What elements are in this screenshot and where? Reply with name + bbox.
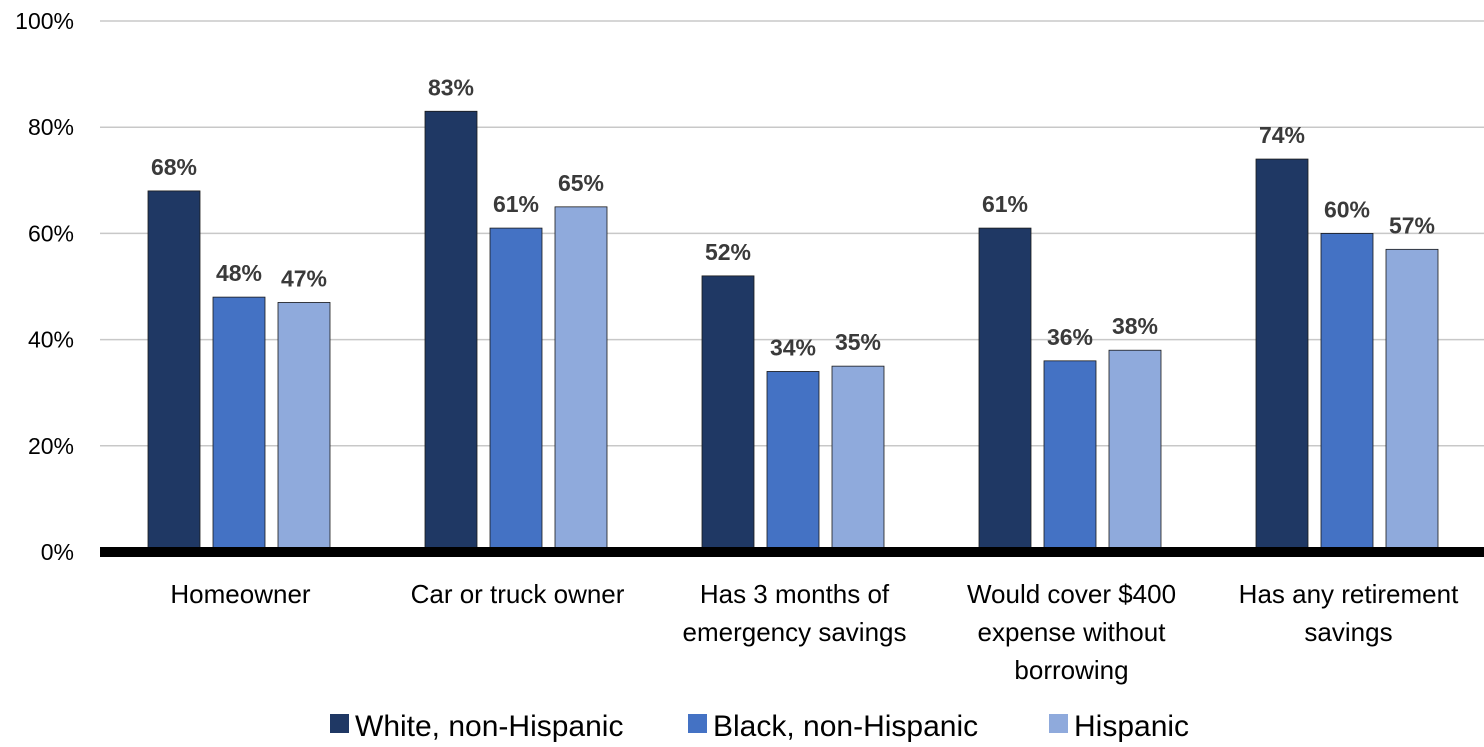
bar xyxy=(831,365,885,553)
data-label: 83% xyxy=(428,74,474,100)
data-label: 65% xyxy=(558,170,604,196)
bar xyxy=(277,302,331,553)
bar xyxy=(1320,232,1374,553)
bar xyxy=(424,110,478,553)
bar xyxy=(147,190,201,553)
legend-label: Hispanic xyxy=(1074,710,1189,743)
y-axis: 0% 20% 40% 60% 80% 100% xyxy=(15,8,74,565)
bar xyxy=(489,227,543,553)
legend-swatch xyxy=(688,714,707,733)
bar xyxy=(1108,349,1162,553)
x-category-label: Has 3 months of xyxy=(700,579,890,609)
y-tick-label: 0% xyxy=(41,539,74,565)
x-category-label: Car or truck owner xyxy=(411,579,625,609)
data-label: 57% xyxy=(1389,212,1435,238)
x-axis-baseline xyxy=(100,547,1484,557)
y-tick-label: 100% xyxy=(15,8,74,34)
bar xyxy=(1385,248,1439,553)
data-label: 36% xyxy=(1047,324,1093,350)
legend-swatch xyxy=(330,714,349,733)
bar xyxy=(701,275,755,553)
bar xyxy=(1255,158,1309,553)
legend-swatch xyxy=(1049,714,1068,733)
data-label: 34% xyxy=(770,334,816,360)
y-tick-label: 40% xyxy=(28,327,74,353)
legend: White, non-Hispanic Black, non-Hispanic Hi… xyxy=(330,710,1189,743)
data-label: 60% xyxy=(1324,196,1370,222)
data-label: 61% xyxy=(982,191,1028,217)
y-tick-label: 80% xyxy=(28,114,74,140)
data-label: 38% xyxy=(1112,313,1158,339)
x-category-label: savings xyxy=(1304,617,1392,647)
data-label: 52% xyxy=(705,239,751,265)
x-category-label: Homeowner xyxy=(170,579,311,609)
x-category-label: emergency savings xyxy=(683,617,907,647)
data-label: 61% xyxy=(493,191,539,217)
x-category-label: expense without xyxy=(978,617,1167,647)
bar xyxy=(766,371,820,553)
bars xyxy=(147,110,1439,553)
x-axis: Homeowner Car or truck owner Has 3 months … xyxy=(170,579,1459,685)
legend-label: Black, non-Hispanic xyxy=(713,710,978,743)
bar xyxy=(554,206,608,553)
data-label: 68% xyxy=(151,154,197,180)
data-label: 48% xyxy=(216,260,262,286)
y-tick-label: 60% xyxy=(28,220,74,246)
gridlines xyxy=(100,20,1484,447)
x-category-label: Would cover $400 xyxy=(967,579,1176,609)
data-label: 74% xyxy=(1259,122,1305,148)
x-category-label: borrowing xyxy=(1014,655,1128,685)
x-category-label: Has any retirement xyxy=(1239,579,1459,609)
bar xyxy=(978,227,1032,553)
legend-label: White, non-Hispanic xyxy=(355,710,623,743)
data-label: 47% xyxy=(281,265,327,291)
data-label: 35% xyxy=(835,329,881,355)
data-labels: 68% 83% 52% 61% 74% 48% 61% 34% 36% 60% 47% 65% 35% 3… xyxy=(151,74,1435,360)
x-axis-line xyxy=(100,547,1484,557)
y-tick-label: 20% xyxy=(28,433,74,459)
bar xyxy=(212,296,266,553)
bar xyxy=(1043,360,1097,553)
